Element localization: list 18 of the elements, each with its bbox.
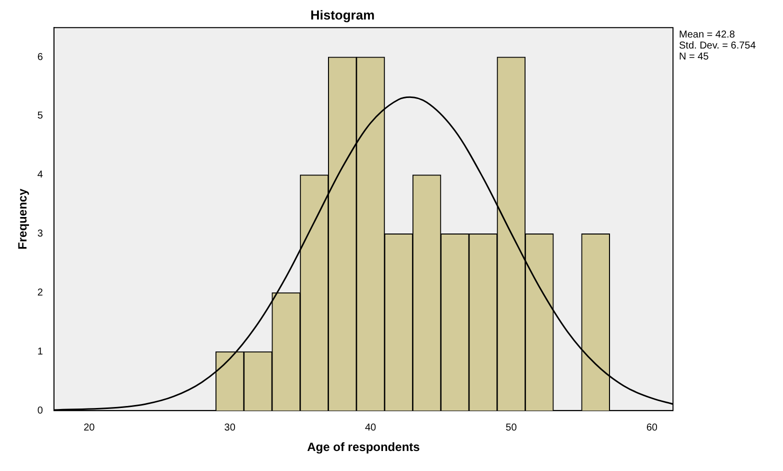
x-tick-label: 30	[224, 422, 236, 434]
text: N = 45	[679, 51, 710, 62]
y-tick-label: 3	[37, 228, 44, 240]
y-tick-label: 5	[37, 110, 44, 122]
text: Std. Dev. = 6.754	[679, 40, 756, 52]
y-axis-title: Frequency	[16, 188, 30, 250]
x-tick-label: 50	[506, 422, 518, 434]
y-tick-label: 2	[37, 288, 44, 299]
y-tick-label: 6	[37, 52, 44, 63]
chart-title: Histogram	[310, 7, 375, 22]
text: Mean = 42.8	[679, 29, 736, 40]
y-tick-label: 1	[37, 346, 44, 358]
x-tick-label: 40	[364, 422, 377, 434]
y-tick-label: 0	[37, 405, 44, 416]
x-tick-label: 60	[646, 422, 658, 434]
x-tick-label: 20	[84, 422, 96, 434]
y-tick-label: 4	[37, 170, 44, 181]
x-axis-title: Age of respondents	[307, 440, 420, 454]
